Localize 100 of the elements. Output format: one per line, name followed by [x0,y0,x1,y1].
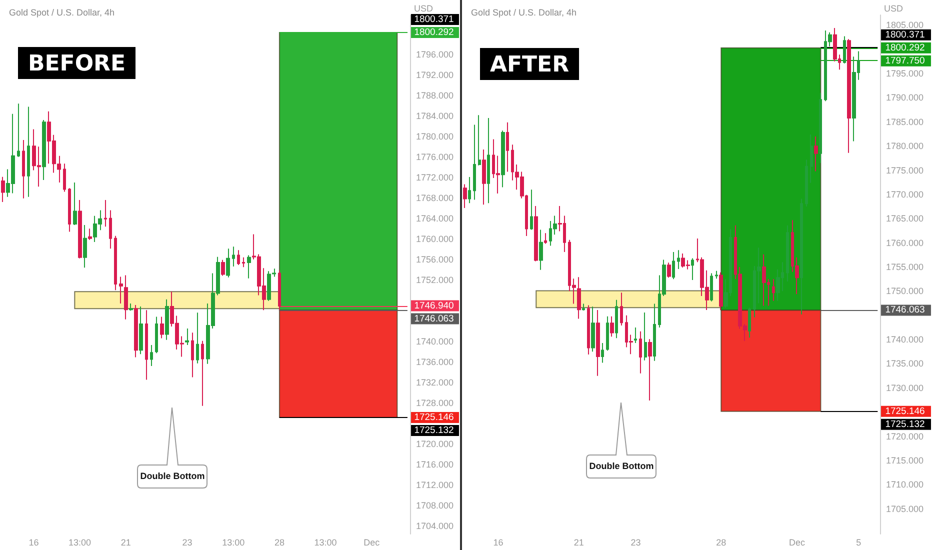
y-tick-label: 1728.000 [416,398,454,408]
candlestick [800,198,803,315]
candlestick [114,235,117,291]
candlestick [601,342,604,364]
y-tick-label: 1715.000 [886,455,924,466]
x-tick-label: 16 [493,538,504,548]
candlestick [786,224,789,282]
candlestick [104,199,107,228]
x-tick-label: 23 [182,538,192,548]
candlestick [482,148,486,206]
candlestick [539,229,543,270]
candlestick [587,304,590,356]
x-tick-label: 28 [716,538,726,548]
candlestick [644,312,647,361]
candlestick [610,316,614,338]
y-tick-label: 1780.000 [886,141,924,152]
candlestick [534,206,538,262]
y-tick-label: 1790.000 [886,92,924,103]
candlestick [124,274,128,320]
ref-line-label: 1797.750 [885,55,925,66]
candlestick [814,136,818,172]
y-axis-title: USD [884,4,904,14]
y-tick-label: 1796.000 [416,49,454,60]
ref-line-label: 1800.292 [885,42,925,54]
candlestick [165,298,169,340]
candlestick [819,92,822,164]
candlestick [145,310,148,380]
candlestick [634,326,637,344]
candlestick [473,124,476,200]
candlestick [805,159,808,208]
candlestick [278,270,281,311]
candlestick [843,36,846,64]
y-tick-label: 1792.000 [416,70,454,80]
annotation: Double Bottom [588,461,655,471]
candlestick [129,302,133,312]
ref-line-label: 1800.371 [414,14,454,25]
x-tick-label: 21 [120,538,131,548]
y-tick-label: 1730.000 [886,382,924,393]
candlestick [27,106,30,198]
x-tick-label: 21 [574,538,584,548]
candlestick [677,250,680,270]
y-tick-label: 1764.000 [416,213,454,224]
y-tick-label: 1732.000 [416,377,454,388]
candlestick [596,310,600,376]
candlestick [691,258,694,281]
chart-subtitle: Gold Spot / U.S. Dollar, 4h [471,8,577,18]
y-tick-label: 1770.000 [886,189,924,200]
y-tick-label: 1716.000 [416,459,454,470]
y-tick-label: 1752.000 [416,274,454,285]
ref-line-label: 1725.132 [414,424,454,436]
candlestick [150,344,153,366]
y-tick-label: 1720.000 [886,431,924,442]
candlestick [68,188,71,232]
candlestick [487,118,490,204]
candlestick [242,256,245,268]
candlestick [591,306,595,352]
ref-line-label: 1746.940 [414,300,454,312]
candlestick [606,316,609,352]
x-tick-label: Dec [788,538,806,548]
candlestick [109,210,112,250]
candlestick [653,303,656,362]
y-axis-title: USD [414,4,434,14]
y-tick-label: 1756.000 [416,254,454,264]
x-tick-label: 13:00 [68,538,92,548]
candlestick [160,316,164,339]
x-tick-label: Dec [364,538,380,548]
candlestick [468,176,471,204]
candlestick [648,338,652,401]
candlestick [1,176,5,203]
candlestick [17,103,20,158]
y-tick-label: 1708.000 [416,500,454,510]
candlestick [221,259,225,276]
y-tick-label: 1788.000 [416,90,454,100]
y-tick-label: 1784.000 [416,110,454,121]
candlestick [772,278,775,302]
candlestick [73,182,77,226]
candlestick [463,184,467,208]
y-tick-label: 1795.000 [886,68,924,79]
chart-subtitle: Gold Spot / U.S. Dollar, 4h [9,8,115,18]
candlestick [232,246,235,268]
candlestick [667,262,671,278]
y-tick-label: 1785.000 [886,116,924,127]
y-tick-label: 1772.000 [416,172,454,182]
candlestick [615,299,618,339]
candlestick [582,303,585,312]
candlestick [715,270,718,280]
y-tick-label: 1736.000 [416,356,454,367]
y-tick-label: 1704.000 [416,520,454,531]
candlestick [672,252,675,280]
candlestick [226,248,230,278]
candlestick [762,254,766,306]
x-tick-label: 5 [856,538,862,548]
annotation: Double Bottom [139,471,206,481]
ref-line-label: 1725.146 [885,406,925,417]
x-tick-label: 13:00 [314,538,337,548]
candlestick [119,276,123,304]
candlestick [42,120,46,180]
y-tick-label: 1780.000 [416,131,454,142]
candlestick [620,292,623,326]
y-tick-label: 1775.000 [886,165,924,176]
